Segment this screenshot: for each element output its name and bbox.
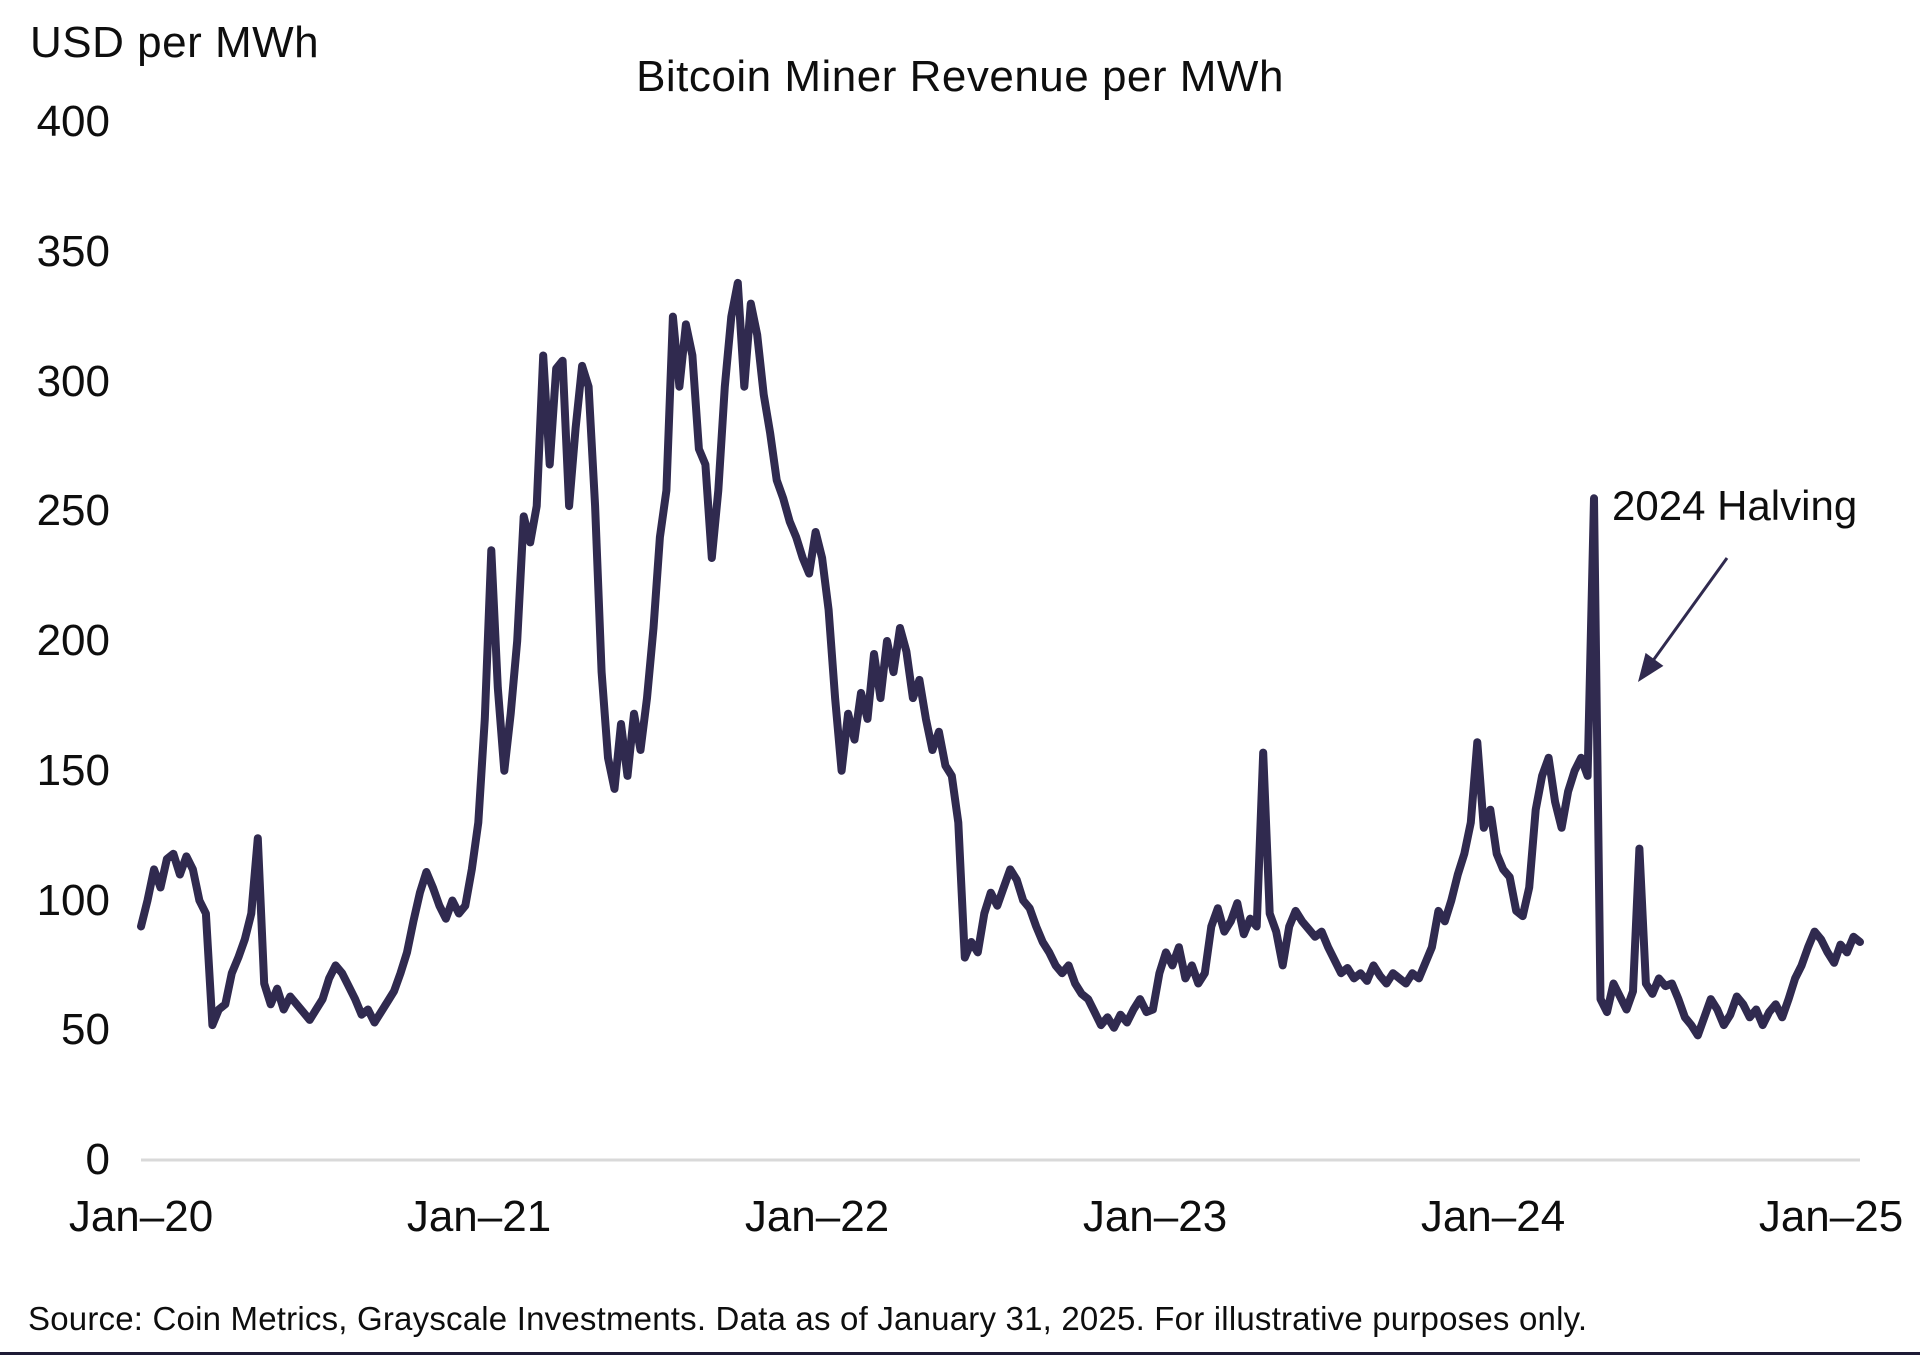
y-tick-label: 400 bbox=[36, 97, 110, 146]
halving-annotation-label: 2024 Halving bbox=[1612, 482, 1858, 529]
x-tick-label: Jan–20 bbox=[68, 1192, 214, 1241]
y-tick-label: 50 bbox=[61, 1005, 110, 1055]
x-tick-label: Jan–22 bbox=[744, 1192, 890, 1241]
y-tick-label: 350 bbox=[36, 226, 110, 276]
bottom-divider-rule bbox=[0, 1352, 1920, 1355]
y-tick-label: 300 bbox=[36, 356, 110, 406]
y-tick-label: 250 bbox=[36, 486, 110, 536]
annotation-arrow bbox=[1638, 557, 1729, 682]
x-tick-label: Jan–21 bbox=[406, 1192, 552, 1241]
y-tick-label: 100 bbox=[36, 875, 110, 925]
y-axis-title: USD per MWh bbox=[30, 18, 320, 67]
y-tick-label: 0 bbox=[85, 1135, 110, 1184]
x-tick-label: Jan–25 bbox=[1758, 1192, 1904, 1241]
x-tick-label: Jan–24 bbox=[1420, 1192, 1566, 1241]
y-tick-label: 200 bbox=[36, 616, 110, 665]
x-tick-label: Jan–23 bbox=[1082, 1192, 1228, 1241]
y-tick-label: 150 bbox=[36, 745, 110, 795]
chart-title: Bitcoin Miner Revenue per MWh bbox=[636, 52, 1284, 101]
source-attribution: Source: Coin Metrics, Grayscale Investme… bbox=[28, 1300, 1588, 1337]
revenue-line-series bbox=[137, 278, 1864, 1040]
